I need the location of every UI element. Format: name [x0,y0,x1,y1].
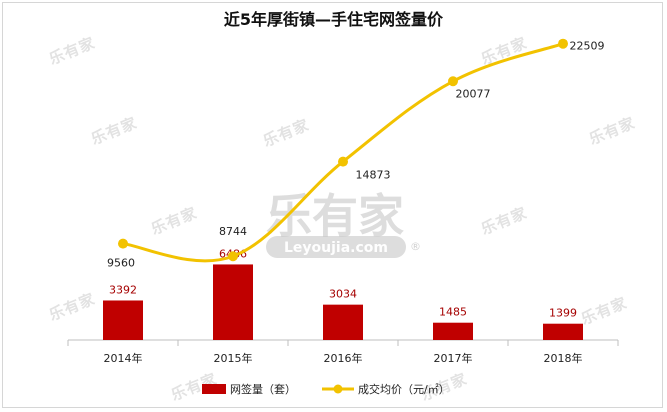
legend-label: 成交均价（元/㎡） [358,382,450,396]
legend-swatch-marker [333,384,343,394]
x-tick-label: 2016年 [324,351,363,365]
line-point [228,251,238,262]
line-data-label: 9560 [107,257,135,270]
line-point [338,156,348,167]
line-data-label: 8744 [219,225,247,238]
x-tick-label: 2015年 [214,351,253,365]
bar [103,300,143,340]
watermark-registered-mark: ® [410,240,421,253]
legend: 网签量（套） 成交均价（元/㎡） [202,382,450,396]
line-point [558,38,568,49]
watermark-url-pill [266,236,406,258]
line-data-label: 20077 [456,87,491,100]
watermark-url-text: Leyoujia.com [284,240,388,256]
legend-swatch-bar [202,384,226,394]
bar-data-label: 1485 [439,306,467,319]
watermark-large: 乐有家 Leyoujia.com ® [266,189,421,258]
bar [213,264,253,340]
x-tick-label: 2017年 [434,351,473,365]
bar [433,322,473,340]
x-tick-label: 2018年 [544,351,583,365]
x-tick-label: 2014年 [104,351,143,365]
line-point [118,238,128,249]
chart-frame [2,2,663,408]
chart-title: 近5年厚街镇—手住宅网签量价 [223,10,444,29]
bar-data-label: 1399 [549,307,577,320]
line-point [448,76,458,87]
line-data-label: 14873 [356,169,391,182]
bar [543,323,583,340]
bar [323,304,363,340]
bar-data-label: 3034 [329,288,357,301]
bar-data-label: 3392 [109,283,137,296]
legend-label: 网签量（套） [230,382,296,396]
line-data-label: 22509 [570,40,605,53]
